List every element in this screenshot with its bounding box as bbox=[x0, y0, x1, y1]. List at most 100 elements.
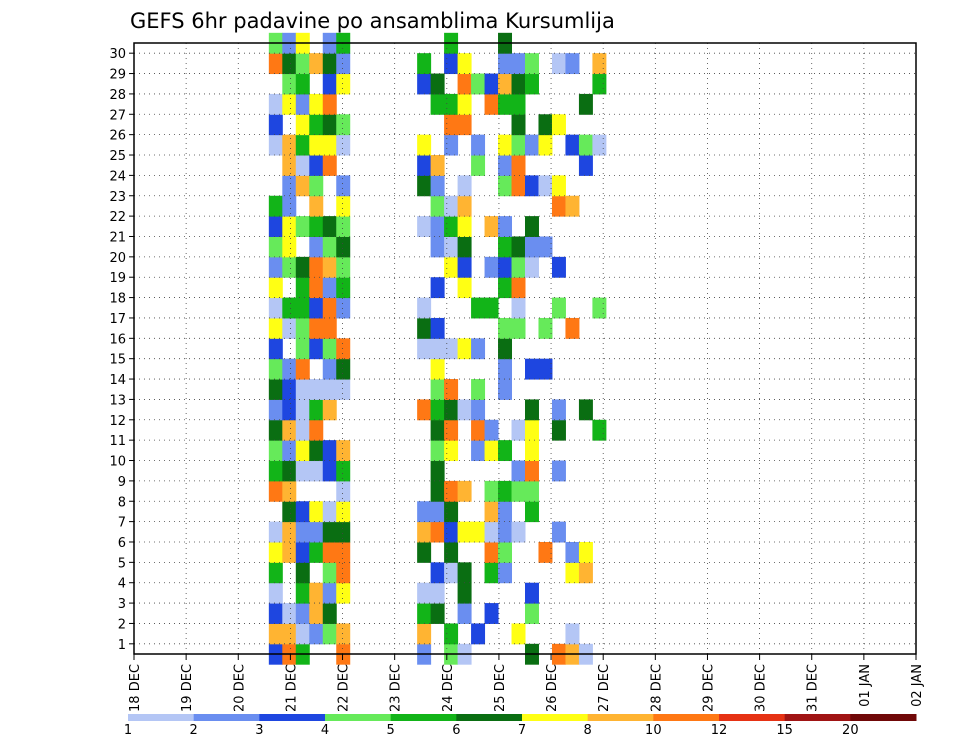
heatmap-cell bbox=[511, 480, 526, 502]
heatmap-cell bbox=[444, 562, 459, 584]
heatmap-cell bbox=[484, 297, 499, 319]
heatmap-cell bbox=[336, 277, 351, 299]
heatmap-cells bbox=[268, 32, 607, 665]
heatmap-cell bbox=[268, 460, 283, 482]
heatmap-cell bbox=[282, 358, 297, 380]
heatmap-cell bbox=[430, 501, 445, 523]
heatmap-cell bbox=[457, 114, 472, 136]
legend-swatch bbox=[719, 714, 786, 721]
heatmap-cell bbox=[322, 379, 337, 400]
heatmap-cell bbox=[295, 297, 310, 319]
heatmap-cell bbox=[444, 256, 459, 278]
heatmap-cell bbox=[268, 358, 283, 380]
heatmap-cell bbox=[268, 440, 283, 462]
heatmap-cell bbox=[484, 562, 499, 584]
heatmap-cell bbox=[578, 134, 593, 156]
heatmap-cell bbox=[498, 501, 513, 523]
heatmap-cell bbox=[322, 440, 337, 462]
legend-label: 2 bbox=[190, 723, 198, 738]
heatmap-cell bbox=[336, 175, 351, 197]
heatmap-cell bbox=[444, 541, 459, 563]
heatmap-cell bbox=[511, 93, 526, 115]
heatmap-cell bbox=[430, 338, 445, 360]
heatmap-cell bbox=[457, 195, 472, 217]
heatmap-cell bbox=[282, 317, 297, 339]
heatmap-cell bbox=[336, 623, 351, 645]
heatmap-cell bbox=[457, 53, 472, 75]
heatmap-cell bbox=[511, 53, 526, 75]
heatmap-cell bbox=[322, 134, 337, 156]
heatmap-cell bbox=[511, 73, 526, 95]
heatmap-cell bbox=[525, 236, 539, 258]
heatmap-cell bbox=[578, 155, 593, 176]
heatmap-cell bbox=[322, 297, 337, 319]
heatmap-cell bbox=[295, 216, 310, 237]
heatmap-cell bbox=[592, 419, 607, 441]
heatmap-cell bbox=[268, 93, 283, 115]
heatmap-cell bbox=[444, 501, 459, 523]
heatmap-cell bbox=[578, 399, 593, 421]
heatmap-cell bbox=[444, 195, 459, 217]
y-tick-label: 27 bbox=[109, 108, 126, 123]
heatmap-cell bbox=[282, 440, 297, 462]
heatmap-cell bbox=[430, 562, 445, 584]
heatmap-cell bbox=[309, 582, 324, 604]
heatmap-cell bbox=[430, 277, 445, 299]
legend-swatch bbox=[325, 714, 392, 721]
heatmap-cell bbox=[498, 277, 513, 299]
heatmap-cell bbox=[309, 114, 324, 136]
heatmap-cell bbox=[268, 277, 283, 299]
y-tick-label: 29 bbox=[109, 68, 126, 83]
heatmap-cell bbox=[309, 53, 324, 75]
heatmap-cell bbox=[444, 623, 459, 645]
heatmap-cell bbox=[457, 399, 472, 421]
heatmap-cell bbox=[498, 175, 513, 197]
heatmap-cell bbox=[295, 440, 310, 462]
heatmap-cell bbox=[268, 582, 283, 604]
heatmap-cell bbox=[282, 175, 297, 197]
heatmap-cell bbox=[295, 114, 310, 136]
heatmap-cell bbox=[282, 93, 297, 115]
heatmap-cell bbox=[322, 114, 337, 136]
heatmap-cell bbox=[268, 317, 283, 339]
heatmap-cell bbox=[457, 521, 472, 543]
heatmap-cell bbox=[417, 134, 432, 156]
heatmap-cell bbox=[309, 297, 324, 319]
heatmap-cell bbox=[484, 73, 499, 95]
heatmap-cell bbox=[417, 603, 432, 624]
heatmap-cell bbox=[322, 501, 337, 523]
heatmap-cell bbox=[309, 338, 324, 360]
heatmap-cell bbox=[336, 562, 351, 584]
heatmap-cell bbox=[430, 216, 445, 237]
heatmap-cell bbox=[525, 53, 539, 75]
heatmap-cell bbox=[430, 155, 445, 176]
heatmap-cell bbox=[471, 399, 486, 421]
heatmap-cell bbox=[525, 134, 539, 156]
heatmap-cell bbox=[511, 134, 526, 156]
heatmap-cell bbox=[457, 175, 472, 197]
heatmap-cell bbox=[498, 338, 513, 360]
heatmap-cell bbox=[525, 419, 539, 441]
heatmap-cell bbox=[565, 623, 580, 645]
grid-lines bbox=[133, 43, 917, 654]
heatmap-cell bbox=[417, 399, 432, 421]
heatmap-cell bbox=[444, 53, 459, 75]
heatmap-cell bbox=[268, 419, 283, 441]
heatmap-cell bbox=[498, 53, 513, 75]
heatmap-cell bbox=[578, 93, 593, 115]
y-tick-label: 4 bbox=[118, 577, 126, 592]
heatmap-cell bbox=[268, 379, 283, 400]
heatmap-cell bbox=[444, 399, 459, 421]
y-tick-label: 12 bbox=[109, 414, 126, 429]
heatmap-cell bbox=[444, 338, 459, 360]
y-tick-label: 20 bbox=[109, 251, 126, 266]
heatmap-cell bbox=[511, 419, 526, 441]
heatmap-cell bbox=[309, 623, 324, 645]
x-tick-label: 23 DEC bbox=[389, 664, 404, 712]
heatmap-cell bbox=[444, 521, 459, 543]
x-tick-label: 25 DEC bbox=[493, 664, 508, 712]
heatmap-cell bbox=[471, 419, 486, 441]
heatmap-cell bbox=[471, 521, 486, 543]
heatmap-cell bbox=[322, 256, 337, 278]
